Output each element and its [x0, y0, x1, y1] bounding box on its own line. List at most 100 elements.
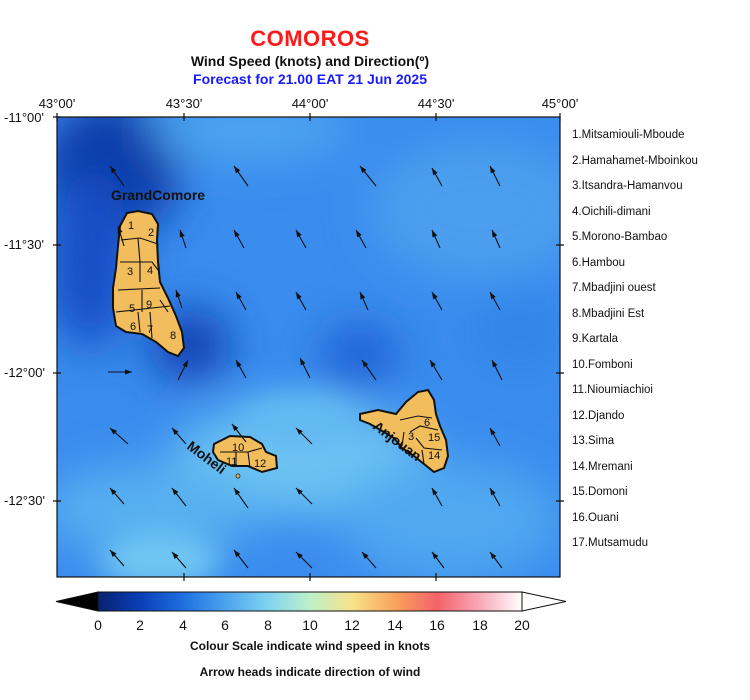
wind-arrow [233, 487, 249, 509]
region-number: 3 [408, 431, 414, 443]
wind-arrow [489, 551, 503, 569]
legend-item: 2.Hamahamet-Mboinkou [572, 154, 698, 167]
lon-label-43-00: 43°00' [38, 96, 76, 111]
colour-scale-tick: 6 [221, 617, 229, 633]
wind-arrow [489, 427, 501, 447]
lon-label-45-00: 45°00' [541, 96, 579, 111]
legend-item: 9.Kartala [572, 333, 619, 345]
lon-label-44-30: 44°30' [417, 96, 455, 111]
lon-label-44-00: 44°00' [291, 96, 329, 111]
legend-item: 1.Mitsamiouli-Mboude [572, 129, 685, 141]
region-number: 5 [129, 303, 135, 315]
wind-arrow [489, 487, 501, 507]
wind-arrow [233, 165, 249, 187]
wind-arrow [233, 229, 245, 249]
legend-item: 11.Nioumiachioi [572, 384, 653, 396]
wind-arrow [117, 225, 125, 247]
lat-label-11-00: -11°00' [4, 110, 44, 125]
forecast-time: Forecast for 21.00 EAT 21 Jun 2025 [193, 71, 427, 87]
arrow-caption: Arrow heads indicate direction of wind [199, 665, 421, 679]
legend-item: 3.Itsandra-Hamanvou [572, 180, 683, 192]
wind-arrow [489, 291, 501, 311]
colour-scale-tick: 2 [136, 617, 144, 633]
colour-scale-tick: 8 [264, 617, 272, 633]
colour-scale-tick: 10 [302, 617, 318, 633]
region-number: 8 [170, 330, 176, 342]
legend-item: 15.Domoni [572, 486, 628, 498]
region-number: 15 [428, 432, 440, 444]
wind-arrows [108, 165, 503, 569]
colour-scale-tick: 12 [344, 617, 360, 633]
legend-item: 8.Mbadjini Est [572, 307, 645, 320]
wind-arrow [109, 427, 129, 445]
lat-label-12-30: -12°30' [4, 493, 45, 508]
wind-arrow [235, 359, 247, 379]
colour-scale-tick: 14 [387, 617, 403, 633]
colour-scale-tick: 0 [94, 617, 102, 633]
map-subtitle: Wind Speed (knots) and Direction(º) [190, 53, 430, 69]
moheli-island [211, 434, 279, 479]
map-frame [53, 113, 564, 581]
region-number: 4 [147, 265, 153, 277]
wind-speed-field [57, 117, 560, 577]
wind-arrow [355, 229, 367, 249]
anjouan-island [359, 388, 450, 474]
legend-item: 16.Ouani [572, 511, 619, 524]
colour-scale-caption: Colour Scale indicate wind speed in knot… [189, 639, 431, 653]
wind-arrow [361, 359, 377, 381]
wind-arrow [295, 291, 307, 311]
legend-item: 12.Djando [572, 409, 625, 422]
region-number: 1 [128, 220, 134, 232]
region-number: 2 [148, 227, 154, 239]
region-number: 10 [232, 442, 244, 454]
wind-arrow [431, 551, 445, 569]
colour-scale-bar [55, 591, 567, 612]
wind-arrow [235, 291, 247, 311]
lat-label-11-30: -11°30' [4, 237, 44, 252]
lon-label-43-30: 43°30' [165, 96, 203, 111]
wind-arrow [295, 551, 313, 569]
legend-item: 4.Oichili-dimani [572, 205, 651, 218]
legend-item: 10.Fomboni [572, 358, 633, 371]
legend-item: 13.Sima [572, 435, 615, 447]
region-number: 6 [130, 321, 136, 333]
wind-arrow [177, 359, 189, 381]
colour-scale-tick: 18 [472, 617, 488, 633]
colour-scale-tick: 16 [429, 617, 445, 633]
wind-arrow [171, 487, 187, 507]
map-title: COMOROS [250, 26, 370, 51]
legend-item: 6.Hambou [572, 256, 626, 269]
wind-arrow [431, 167, 443, 187]
wind-arrow [295, 229, 307, 249]
wind-arrow [109, 549, 125, 567]
region-number: 6 [424, 417, 430, 429]
wind-arrow [491, 229, 501, 249]
district-legend: 1.Mitsamiouli-Mboude 2.Hamahamet-Mboinko… [572, 126, 698, 560]
region-number: 11 [226, 456, 237, 468]
wind-arrow [491, 359, 503, 381]
colour-scale-tick: 20 [514, 617, 530, 633]
legend-item: 14.Mremani [572, 460, 633, 473]
wind-arrow [489, 165, 501, 187]
grand-comore-label: GrandComore [111, 187, 205, 203]
wind-arrow [359, 165, 377, 187]
wind-arrow [179, 229, 187, 249]
region-number: 14 [428, 450, 440, 462]
wind-arrow [233, 549, 249, 569]
region-number: 9 [146, 299, 152, 311]
region-number: 3 [127, 266, 133, 278]
wind-arrow [171, 427, 187, 445]
wind-arrow [108, 369, 132, 375]
wind-arrow [359, 291, 369, 311]
grand-comore-island [112, 209, 186, 358]
wind-arrow [431, 291, 443, 311]
legend-item: 17.Mutsamudu [572, 537, 649, 549]
legend-item: 7.Mbadjini ouest [572, 282, 656, 294]
wind-arrow [299, 357, 311, 379]
colour-scale-tick: 4 [179, 617, 187, 633]
wind-arrow [171, 551, 187, 569]
wind-arrow [109, 165, 125, 187]
wind-arrow [295, 487, 313, 505]
wind-arrow [431, 487, 443, 507]
